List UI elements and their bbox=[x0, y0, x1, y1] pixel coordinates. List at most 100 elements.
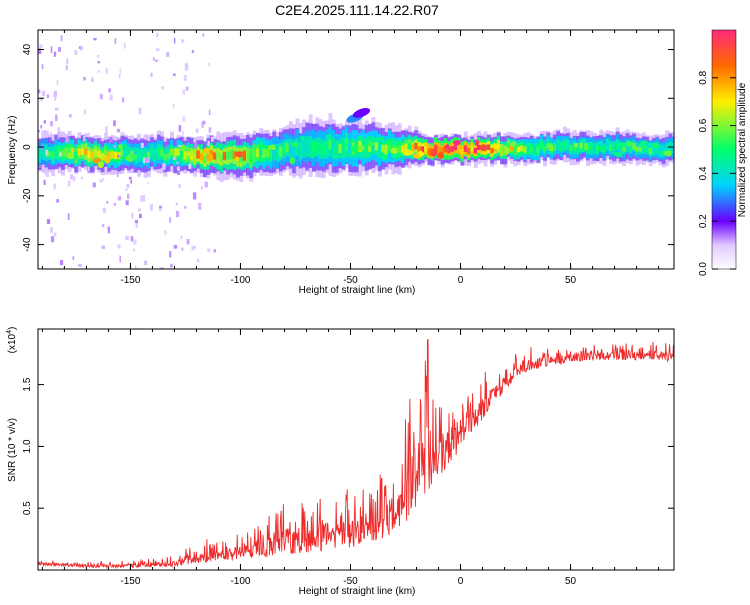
heatmap-cell bbox=[74, 151, 79, 160]
heatmap-blob bbox=[124, 145, 130, 153]
heatmap-cell bbox=[652, 146, 656, 152]
snr-ticks: -150 -100 -50 0 50 0.5 1.0 1.5 bbox=[22, 329, 674, 587]
heatmap-noise bbox=[166, 146, 169, 150]
heatmap-noise bbox=[45, 171, 50, 177]
heatmap-noise bbox=[91, 77, 94, 82]
heatmap-blob bbox=[479, 144, 488, 152]
heatmap-noise bbox=[109, 137, 113, 143]
heatmap-cell bbox=[453, 144, 458, 151]
heatmap-blob bbox=[358, 145, 365, 151]
colorbar-tick-label: 0.6 bbox=[698, 118, 709, 132]
heatmap-blob bbox=[510, 141, 517, 147]
x-tick-label: -150 bbox=[120, 275, 140, 286]
heatmap-noise bbox=[88, 166, 90, 172]
heatmap-noise bbox=[178, 125, 182, 132]
heatmap-cell bbox=[166, 151, 171, 160]
heatmap-noise bbox=[117, 244, 121, 248]
heatmap-noise bbox=[140, 143, 144, 148]
heatmap-noise bbox=[126, 184, 130, 188]
heatmap-noise bbox=[60, 260, 64, 266]
snr-scale-close: ) bbox=[7, 327, 18, 330]
heatmap-cell bbox=[279, 146, 283, 157]
heatmap-cell bbox=[242, 150, 247, 161]
heatmap-noise bbox=[193, 143, 197, 149]
heatmap-cell bbox=[199, 153, 204, 161]
heatmap-noise bbox=[58, 47, 61, 52]
heatmap-cell bbox=[259, 147, 264, 156]
heatmap-noise bbox=[53, 51, 57, 57]
heatmap-cell bbox=[156, 148, 161, 156]
heatmap-cell bbox=[536, 146, 541, 153]
heatmap-cell bbox=[645, 145, 650, 152]
heatmap-noise bbox=[38, 89, 41, 94]
heatmap-noise bbox=[184, 63, 189, 69]
heatmap-cell bbox=[84, 148, 89, 155]
heatmap-noise bbox=[83, 109, 86, 115]
heatmap-cell bbox=[272, 147, 277, 157]
heatmap-blob bbox=[59, 149, 69, 157]
heatmap-cell bbox=[262, 148, 267, 158]
spectrogram-ticks: -150 -100 -50 0 50 -40 -20 0 20 40 bbox=[22, 30, 674, 286]
heatmap-blob bbox=[474, 139, 480, 146]
heatmap-cell bbox=[288, 143, 293, 154]
heatmap-noise bbox=[119, 255, 121, 263]
heatmap-cell bbox=[401, 145, 405, 153]
heatmap-noise bbox=[41, 64, 44, 70]
heatmap-noise bbox=[97, 70, 100, 73]
heatmap-noise bbox=[113, 145, 117, 148]
heatmap-noise bbox=[123, 42, 126, 49]
heatmap-noise bbox=[93, 38, 97, 41]
heatmap-noise bbox=[80, 176, 83, 180]
snr-scale-exponent: 4 bbox=[6, 330, 13, 334]
snr-scale-prefix: (x10 bbox=[7, 333, 18, 353]
heatmap-cell bbox=[463, 145, 468, 152]
heatmap-noise bbox=[43, 120, 46, 124]
heatmap-noise bbox=[213, 249, 216, 253]
heatmap-cell bbox=[628, 144, 633, 152]
heatmap-cell bbox=[384, 144, 389, 155]
heatmap-noise bbox=[80, 46, 83, 51]
heatmap-noise bbox=[135, 222, 138, 228]
heatmap-cell bbox=[632, 142, 637, 150]
snr-plot bbox=[38, 339, 674, 570]
colorbar-ticks: 0.0 0.2 0.4 0.6 0.8 bbox=[698, 70, 736, 276]
heatmap-noise bbox=[169, 217, 171, 223]
heatmap-blob bbox=[376, 136, 386, 141]
heatmap-cell bbox=[490, 147, 495, 154]
heatmap-noise bbox=[108, 88, 111, 93]
heatmap-noise bbox=[40, 96, 43, 102]
heatmap-noise bbox=[67, 180, 71, 187]
heatmap-cell bbox=[315, 141, 320, 154]
heatmap-noise bbox=[183, 206, 187, 209]
heatmap-noise bbox=[156, 48, 160, 52]
x-tick-label: -100 bbox=[230, 275, 250, 286]
heatmap-noise bbox=[172, 157, 175, 160]
heatmap-blob bbox=[418, 150, 424, 157]
heatmap-noise bbox=[175, 202, 179, 206]
heatmap-blob bbox=[382, 154, 387, 161]
x-tick-label: 50 bbox=[565, 576, 577, 587]
heatmap-blob bbox=[504, 147, 510, 155]
heatmap-cell bbox=[252, 149, 257, 158]
heatmap-noise bbox=[139, 213, 142, 219]
svg-text:(x104): (x104) bbox=[6, 327, 18, 354]
heatmap-noise bbox=[181, 247, 184, 251]
heatmap-noise bbox=[151, 72, 153, 77]
heatmap-noise bbox=[117, 155, 120, 158]
heatmap-blob bbox=[546, 143, 554, 150]
heatmap-noise bbox=[109, 94, 113, 101]
heatmap-noise bbox=[65, 65, 68, 71]
heatmap-cell bbox=[120, 149, 125, 157]
heatmap-noise bbox=[40, 125, 43, 129]
heatmap-noise bbox=[53, 183, 56, 190]
heatmap-cell bbox=[153, 150, 158, 159]
heatmap-noise bbox=[162, 163, 166, 170]
heatmap-cell bbox=[671, 145, 674, 151]
heatmap-cell bbox=[569, 146, 574, 152]
heatmap-noise bbox=[134, 219, 138, 224]
heatmap-noise bbox=[178, 184, 181, 188]
heatmap-blob bbox=[350, 145, 360, 153]
heatmap-cell bbox=[437, 146, 442, 153]
heatmap-cell bbox=[213, 152, 217, 160]
